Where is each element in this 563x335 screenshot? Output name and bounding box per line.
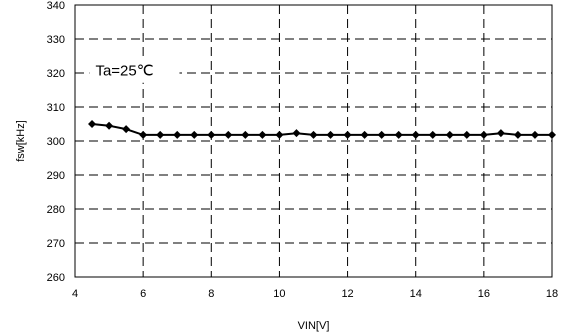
x-tick-label: 12 — [341, 288, 353, 300]
data-point-marker — [462, 130, 471, 139]
data-point-marker — [122, 125, 131, 134]
x-axis-title: VIN[V] — [298, 320, 330, 332]
y-tick-label: 280 — [47, 204, 65, 216]
temperature-annotation: Ta=25℃ — [95, 63, 153, 80]
annotation-background — [89, 58, 180, 83]
data-point-marker — [292, 129, 301, 138]
data-point-marker — [428, 130, 437, 139]
data-point-marker — [411, 130, 420, 139]
x-tick-label: 8 — [208, 288, 214, 300]
data-point-marker — [105, 121, 114, 130]
grid-lines — [75, 5, 552, 277]
y-tick-label: 320 — [47, 68, 65, 80]
y-tick-label: 300 — [47, 136, 65, 148]
data-point-marker — [275, 130, 284, 139]
y-tick-label: 260 — [47, 272, 65, 284]
x-tick-label: 14 — [410, 288, 422, 300]
y-tick-label: 330 — [47, 34, 65, 46]
x-tick-label: 4 — [72, 288, 78, 300]
annotation-group: Ta=25℃ — [89, 58, 180, 83]
data-point-marker — [445, 130, 454, 139]
data-point-marker — [479, 130, 488, 139]
data-point-marker — [496, 129, 505, 138]
x-tick-label: 10 — [273, 288, 285, 300]
data-point-marker — [394, 130, 403, 139]
data-point-marker — [513, 130, 522, 139]
data-point-marker — [326, 130, 335, 139]
y-axis-title: fsw[kHz] — [15, 120, 27, 162]
y-axis-tick-labels: 260 270 280 290 300 310 320 330 340 — [47, 0, 65, 284]
data-point-marker — [377, 130, 386, 139]
x-tick-label: 6 — [140, 288, 146, 300]
data-point-marker — [173, 130, 182, 139]
data-point-marker — [548, 130, 556, 139]
x-axis-tick-labels: 4 6 8 10 12 14 16 18 — [72, 288, 558, 300]
y-tick-label: 290 — [47, 170, 65, 182]
data-point-marker — [530, 130, 539, 139]
data-point-marker — [309, 130, 318, 139]
x-tick-label: 18 — [546, 288, 558, 300]
plot-area-frame — [74, 4, 553, 278]
data-point-marker — [190, 130, 199, 139]
data-series — [88, 120, 556, 139]
y-tick-label: 270 — [47, 238, 65, 250]
data-point-marker — [360, 130, 369, 139]
data-point-marker — [224, 130, 233, 139]
x-tick-label: 16 — [478, 288, 490, 300]
data-point-marker — [88, 120, 97, 128]
data-point-marker — [241, 130, 250, 139]
data-point-marker — [258, 130, 267, 139]
y-tick-label: 340 — [47, 0, 65, 12]
y-tick-label: 310 — [47, 102, 65, 114]
data-point-marker — [139, 130, 148, 139]
series-line — [91, 123, 552, 136]
data-point-marker — [207, 130, 216, 139]
data-point-marker — [343, 130, 352, 139]
data-point-marker — [156, 130, 165, 139]
